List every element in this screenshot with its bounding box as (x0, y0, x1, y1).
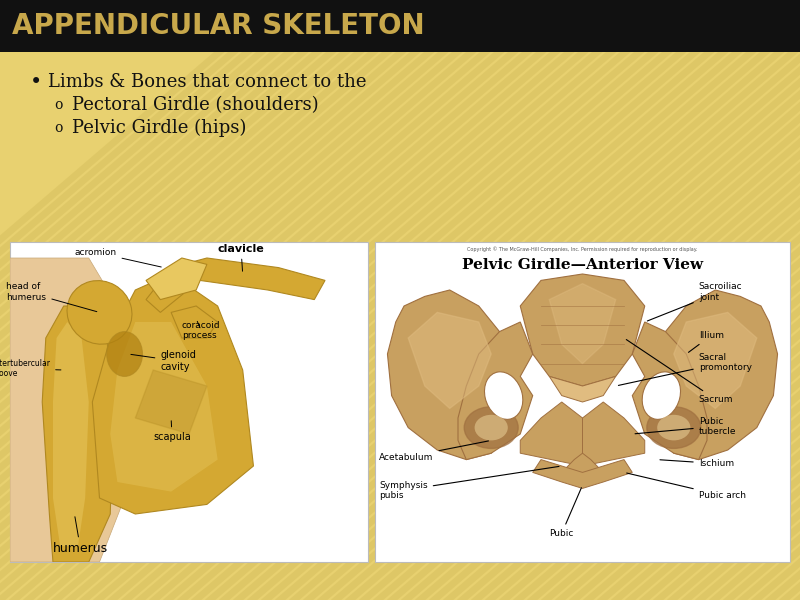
Text: Pubic arch: Pubic arch (626, 473, 746, 500)
Polygon shape (645, 290, 778, 460)
Circle shape (647, 407, 701, 448)
Polygon shape (562, 453, 603, 482)
Polygon shape (582, 402, 645, 466)
Polygon shape (146, 258, 207, 299)
Polygon shape (171, 306, 218, 338)
Text: o: o (54, 98, 62, 112)
Polygon shape (42, 306, 114, 562)
Text: Pubic
tubercle: Pubic tubercle (635, 416, 736, 436)
Text: Copyright © The McGraw-Hill Companies, Inc. Permission required for reproduction: Copyright © The McGraw-Hill Companies, I… (467, 247, 698, 253)
Text: Acetabulum: Acetabulum (379, 441, 489, 461)
Text: o: o (54, 121, 62, 135)
Polygon shape (550, 284, 616, 364)
Text: Pelvic Girdle (hips): Pelvic Girdle (hips) (72, 119, 246, 137)
Ellipse shape (106, 332, 142, 376)
Text: scapula: scapula (154, 421, 191, 442)
Text: clavicle: clavicle (218, 244, 264, 271)
Text: Pectoral Girdle (shoulders): Pectoral Girdle (shoulders) (72, 96, 318, 114)
Polygon shape (146, 258, 325, 313)
Bar (0, 0, 800, 52)
Text: Pelvic Girdle—Anterior View: Pelvic Girdle—Anterior View (462, 258, 703, 272)
Polygon shape (10, 258, 125, 562)
Polygon shape (53, 322, 89, 546)
Polygon shape (135, 370, 207, 434)
Circle shape (464, 407, 518, 448)
Polygon shape (674, 313, 757, 409)
Text: Pubic: Pubic (550, 488, 582, 538)
Polygon shape (632, 322, 707, 460)
Text: Sacral
promontory: Sacral promontory (618, 353, 752, 385)
Text: APPENDICULAR SKELETON: APPENDICULAR SKELETON (12, 12, 425, 40)
Circle shape (657, 415, 690, 440)
Polygon shape (387, 290, 520, 460)
Bar (375, 242, 790, 562)
Text: Limbs & Bones that connect to the: Limbs & Bones that connect to the (48, 73, 366, 91)
Ellipse shape (485, 372, 523, 419)
Bar (10, 242, 368, 562)
Text: coracoid
process: coracoid process (182, 320, 221, 340)
Polygon shape (110, 322, 218, 491)
Polygon shape (520, 274, 645, 386)
Polygon shape (408, 313, 491, 409)
Text: head of
humerus: head of humerus (6, 282, 97, 311)
Text: humerus: humerus (53, 517, 108, 556)
Text: intertubercular
groove: intertubercular groove (0, 359, 61, 379)
Polygon shape (533, 460, 632, 488)
Text: Symphysis
pubis: Symphysis pubis (379, 466, 559, 500)
Text: acromion: acromion (74, 248, 162, 267)
Circle shape (474, 415, 508, 440)
Ellipse shape (67, 281, 132, 344)
Polygon shape (520, 402, 582, 466)
Text: Sacroiliac
joint: Sacroiliac joint (647, 282, 742, 321)
Ellipse shape (642, 372, 681, 419)
Text: Sacrum: Sacrum (626, 340, 734, 404)
Polygon shape (92, 274, 254, 514)
Text: glenoid
cavity: glenoid cavity (131, 350, 196, 372)
Text: Illium: Illium (689, 331, 724, 352)
Text: Ischium: Ischium (660, 459, 734, 468)
Polygon shape (458, 322, 533, 460)
Polygon shape (550, 376, 616, 402)
Text: •: • (30, 72, 42, 92)
